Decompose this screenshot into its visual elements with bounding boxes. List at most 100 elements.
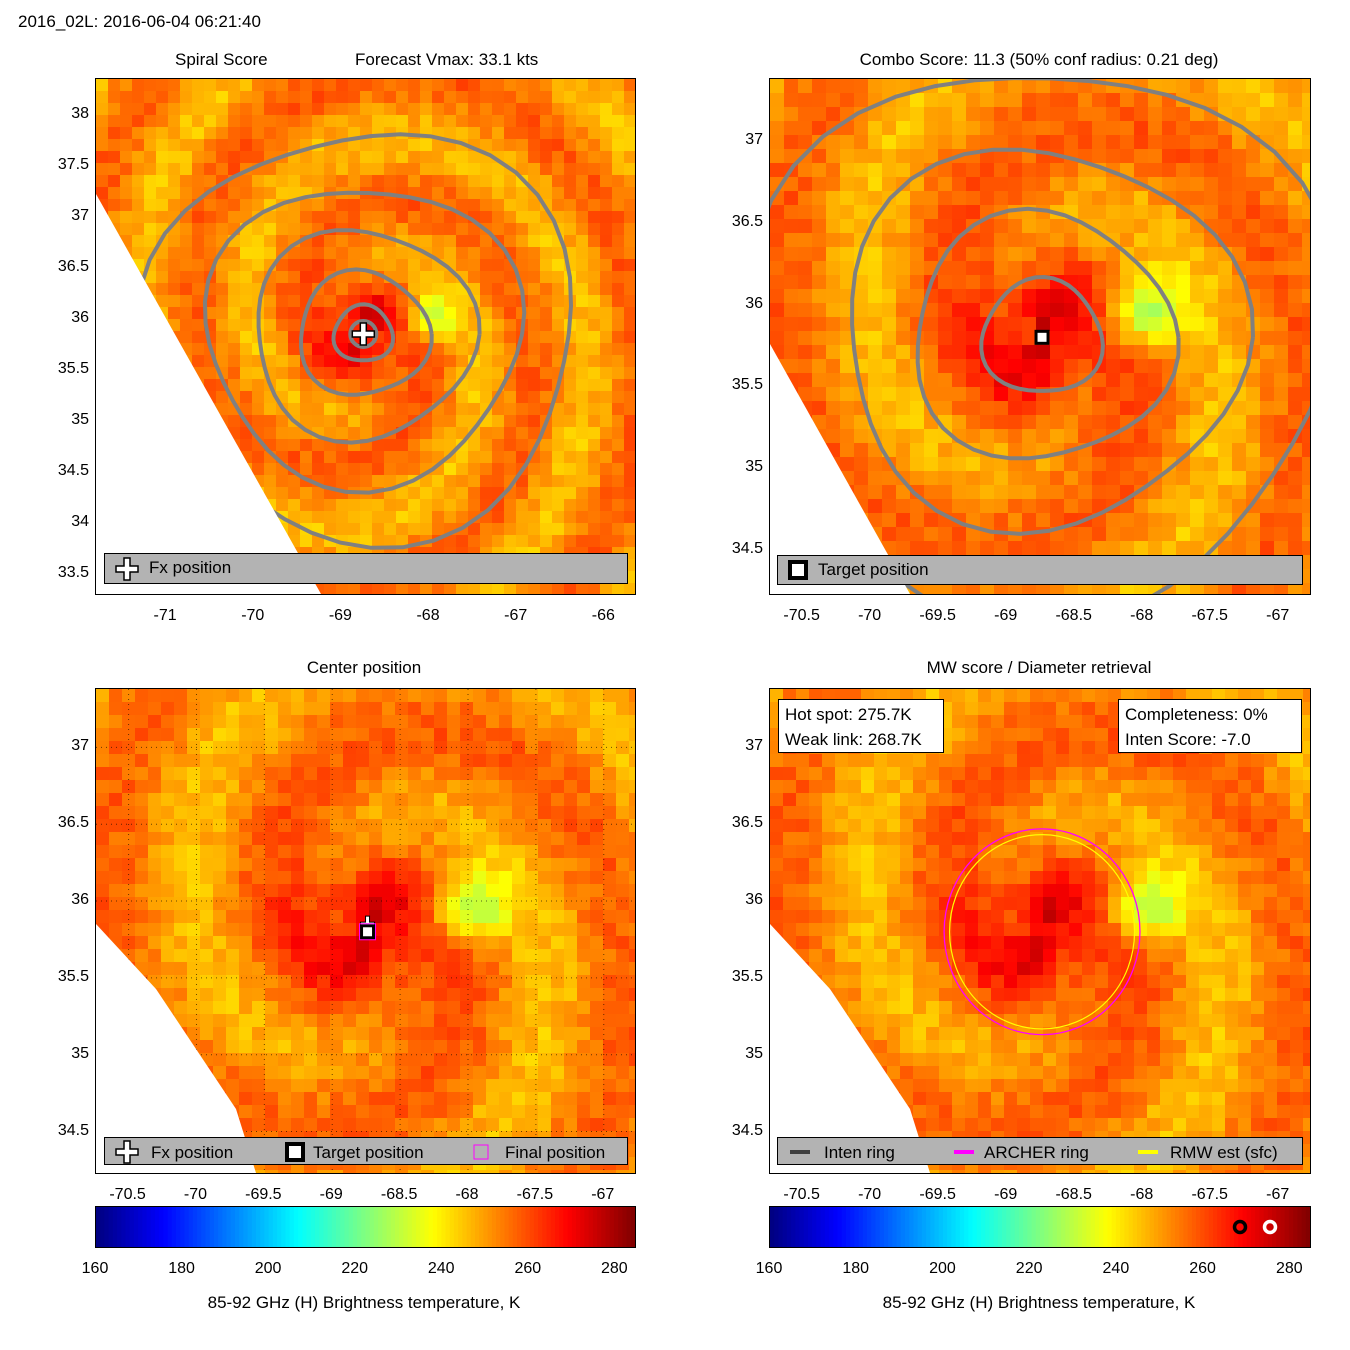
colorbar-ring-icons bbox=[1232, 1219, 1278, 1235]
contour-ring bbox=[202, 190, 527, 495]
inten-ring-swatch bbox=[790, 1150, 810, 1154]
combo-xtick: -70 bbox=[858, 607, 882, 624]
spiral-ytick: 34 bbox=[71, 512, 89, 530]
combo-legend-target: Target position bbox=[818, 560, 929, 579]
fx-marker bbox=[351, 322, 376, 346]
spiral-ytick: 36.5 bbox=[57, 257, 89, 275]
archer-ring bbox=[943, 828, 1141, 1036]
combo-ytick: 36 bbox=[745, 294, 763, 312]
center-ytick: 36.5 bbox=[57, 814, 89, 832]
spiral-plot: Fx position bbox=[95, 78, 636, 595]
spiral-ytick: 35.5 bbox=[57, 359, 89, 377]
spiral-ytick: 37.5 bbox=[57, 155, 89, 173]
mw-ytick: 37 bbox=[745, 737, 763, 755]
swath-gap bbox=[770, 344, 910, 594]
spiral-xtick: -70 bbox=[241, 607, 265, 624]
colorbar-gradient bbox=[770, 1207, 1310, 1247]
grid-lines bbox=[96, 689, 635, 1173]
combo-xtick: -69 bbox=[994, 607, 1018, 624]
combo-xtick: -68 bbox=[1130, 607, 1154, 624]
colorbar-tick: 200 bbox=[929, 1260, 956, 1277]
weak-link-value: Weak link: 268.7K bbox=[785, 730, 922, 749]
colorbar-gradient bbox=[96, 1207, 635, 1247]
spiral-ytick: 37 bbox=[71, 206, 89, 224]
final-marker bbox=[359, 923, 377, 941]
mw-xtick: -68 bbox=[1130, 1186, 1154, 1203]
combo-ytick: 35 bbox=[745, 458, 763, 476]
spiral-xtick: -71 bbox=[153, 607, 177, 624]
swath-gap bbox=[770, 924, 930, 1173]
target-marker bbox=[1034, 329, 1050, 345]
swath-gap bbox=[96, 924, 256, 1173]
contour-ring bbox=[298, 267, 434, 397]
mw-xtick: -67 bbox=[1266, 1186, 1290, 1203]
combo-xtick: -70.5 bbox=[783, 607, 820, 624]
mw-xtick: -67.5 bbox=[1191, 1186, 1228, 1203]
center-map bbox=[96, 689, 635, 1173]
center-legend: Fx position Target position Final positi… bbox=[104, 1137, 628, 1165]
final-square-icon bbox=[473, 1144, 489, 1160]
center-xtick: -67 bbox=[591, 1186, 615, 1203]
mw-ytick: 36 bbox=[745, 891, 763, 909]
contour-ring bbox=[850, 147, 1255, 536]
center-xtick: -68.5 bbox=[380, 1186, 418, 1203]
colorbar-tick: 280 bbox=[1275, 1260, 1303, 1277]
spiral-ytick: 38 bbox=[71, 104, 89, 122]
contour-ring bbox=[331, 302, 396, 363]
center-ytick: 36 bbox=[71, 891, 89, 909]
tb-field bbox=[770, 79, 1310, 594]
center-legend-final: Final position bbox=[505, 1143, 606, 1162]
mw-map bbox=[770, 689, 1310, 1173]
combo-xtick: -67 bbox=[1266, 607, 1290, 624]
mw-ytick: 34.5 bbox=[731, 1121, 763, 1139]
spiral-ytick: 33.5 bbox=[57, 563, 89, 581]
center-xtick: -67.5 bbox=[516, 1186, 554, 1203]
spiral-ytick: 36 bbox=[71, 308, 89, 326]
spiral-title: Spiral Score bbox=[175, 50, 268, 69]
center-xtick: -70.5 bbox=[109, 1186, 146, 1203]
archer-ring-swatch bbox=[954, 1150, 974, 1154]
colorbar-tick: 180 bbox=[168, 1260, 195, 1277]
contour-ring bbox=[915, 206, 1181, 461]
combo-plot: Target position bbox=[769, 78, 1311, 595]
mw-legend-rmw: RMW est (sfc) bbox=[1170, 1143, 1278, 1162]
completeness-value: Completeness: 0% bbox=[1125, 705, 1268, 724]
colorbar-left-label: 85-92 GHz (H) Brightness temperature, K bbox=[207, 1293, 521, 1312]
center-legend-fx: Fx position bbox=[151, 1143, 234, 1162]
center-plot: Fx position Target position Final positi… bbox=[95, 688, 636, 1174]
target-square-icon bbox=[285, 1142, 305, 1162]
center-ytick: 34.5 bbox=[57, 1121, 89, 1139]
combo-xtick: -69.5 bbox=[919, 607, 956, 624]
mw-xtick: -68.5 bbox=[1055, 1186, 1092, 1203]
spiral-ytick: 35 bbox=[71, 410, 89, 428]
spiral-xtick: -66 bbox=[591, 607, 615, 624]
rmw-ring-swatch bbox=[1138, 1150, 1158, 1154]
mw-ytick: 35.5 bbox=[731, 967, 763, 985]
mw-legend-inten: Inten ring bbox=[824, 1143, 895, 1162]
center-xtick: -68 bbox=[455, 1186, 479, 1203]
spiral-xtick: -69 bbox=[328, 607, 352, 624]
mw-hotspot-box: Hot spot: 275.7K Weak link: 268.7K bbox=[778, 699, 944, 753]
mw-ytick: 35 bbox=[745, 1044, 763, 1062]
mw-xtick: -69 bbox=[994, 1186, 1018, 1203]
combo-legend: Target position bbox=[777, 555, 1303, 585]
center-xtick: -70 bbox=[183, 1186, 208, 1203]
colorbar-tick: 260 bbox=[514, 1260, 542, 1277]
combo-xtick: -68.5 bbox=[1055, 607, 1092, 624]
colorbar-tick: 160 bbox=[81, 1260, 109, 1277]
colorbar-tick: 240 bbox=[427, 1260, 455, 1277]
center-ring bbox=[348, 318, 379, 349]
rmw-ring bbox=[948, 833, 1136, 1030]
spiral-xtick: -68 bbox=[416, 607, 440, 624]
tb-field bbox=[96, 689, 635, 1173]
center-ytick: 37 bbox=[71, 737, 89, 755]
center-xtick: -69.5 bbox=[245, 1186, 282, 1203]
target-square-icon bbox=[788, 560, 808, 580]
combo-title: Combo Score: 11.3 (50% conf radius: 0.21… bbox=[859, 50, 1219, 69]
spiral-vmax: Forecast Vmax: 33.1 kts bbox=[355, 50, 539, 69]
spiral-xtick: -67 bbox=[504, 607, 528, 624]
colorbar-right-label: 85-92 GHz (H) Brightness temperature, K bbox=[882, 1293, 1196, 1312]
mw-title: MW score / Diameter retrieval bbox=[926, 658, 1152, 677]
spiral-legend: Fx position bbox=[104, 553, 628, 584]
colorbar-tick: 220 bbox=[1015, 1260, 1043, 1277]
